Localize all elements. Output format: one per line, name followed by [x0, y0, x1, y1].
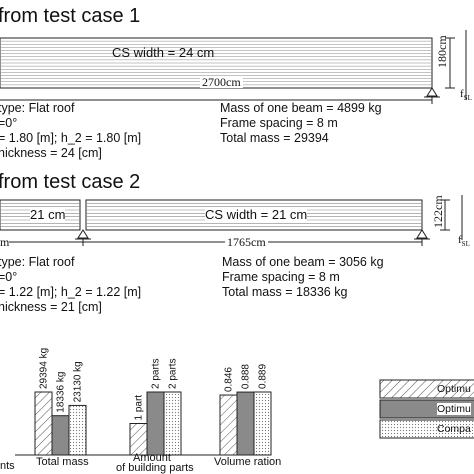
value-label-3-amount-of-building-parts: 2 parts: [168, 358, 179, 389]
case1-total-mass: Total mass = 29394: [220, 131, 329, 145]
case2-beam-mass: Mass of one beam = 3056 kg: [222, 255, 384, 269]
value-label-1-amount-of-building-parts: 1 part: [134, 395, 145, 421]
case1-alpha: =0°: [0, 116, 18, 130]
case2-heights: = 1.22 [m]; h_2 = 1.22 [m]: [0, 285, 142, 299]
value-label-3-volume-ration: 0.889: [258, 364, 269, 389]
case1-title: from test case 1: [0, 5, 141, 27]
case1-thickness: hickness = 24 [cm]: [0, 146, 102, 160]
chart-left-axis-label: nts: [0, 460, 15, 472]
case2-span-label: 1765cm: [225, 235, 268, 249]
bar-1-total-mass: [34, 391, 53, 456]
value-label-2-total-mass: 18336 kg: [56, 372, 67, 413]
value-label-1-volume-ration: 0.846: [224, 367, 235, 392]
legend-swatch-dots: [379, 419, 474, 439]
case1-cs-width: CS width = 24 cm: [112, 45, 215, 60]
legend-label-2: Optimu: [437, 403, 471, 415]
bar-chart: 29394 kg 18336 kg 23130 kg 1 part 2 parts 2 p…: [15, 348, 272, 456]
bar-3-amount-of-building-parts: [163, 391, 182, 456]
case1-span-dimension: [0, 96, 433, 104]
category-label-total-mass: Total mass: [36, 456, 89, 468]
legend-label-3: Compa: [437, 423, 471, 435]
case2-span-dimension: [0, 238, 423, 246]
case2-thickness: hickness = 21 [cm]: [0, 300, 102, 314]
case2-alpha: =0°: [0, 270, 18, 284]
case2-total-mass: Total mass = 18336 kg: [222, 285, 348, 299]
bar-2-volume-ration: [236, 391, 255, 456]
case1-support: [424, 87, 440, 98]
legend-label-1: Optimu: [437, 383, 471, 395]
case2-title: from test case 2: [0, 171, 141, 193]
value-label-3-total-mass: 23130 kg: [73, 361, 84, 402]
case2-support-middle: [75, 229, 91, 240]
bar-1-amount-of-building-parts: [129, 423, 148, 456]
case2-fsl-label: fSL: [458, 234, 470, 249]
case2-height-dimension: [440, 199, 450, 231]
case2-left-width: 21 cm: [30, 207, 66, 222]
case2-support-right: [414, 229, 430, 240]
bar-1-volume-ration: [219, 394, 238, 456]
case2-cs-width: CS width = 21 cm: [205, 207, 308, 222]
case1-roof-type: type: Flat roof: [0, 101, 75, 115]
case1-frame-spacing: Frame spacing = 8 m: [220, 116, 338, 130]
case1-fsl-label: fSL: [460, 88, 472, 103]
legend-swatch-hatch: [379, 379, 474, 399]
case2-frame-spacing: Frame spacing = 8 m: [222, 270, 340, 284]
category-label-volume-ration: Volume ration: [214, 456, 282, 468]
case1-beam-mass: Mass of one beam = 4899 kg: [220, 101, 382, 115]
bar-2-amount-of-building-parts: [146, 391, 165, 456]
bar-2-total-mass: [51, 415, 70, 456]
case1-span-label: 2700cm: [200, 75, 243, 89]
case1-height-dimension: [445, 37, 455, 89]
category-label-amount-line1: Amount: [133, 452, 171, 464]
value-label-2-volume-ration: 0.888: [241, 364, 252, 389]
bar-3-volume-ration: [253, 391, 272, 456]
case1-beam: [0, 37, 433, 89]
case1-height-label: 180cm: [435, 35, 449, 68]
case2-span-left-label: m: [0, 235, 10, 249]
case2-height-label: 122cm: [431, 195, 445, 228]
bar-3-total-mass: [68, 404, 87, 456]
case1-heights: = 1.80 [m]; h_2 = 1.80 [m]: [0, 131, 142, 145]
value-label-2-amount-of-building-parts: 2 parts: [151, 358, 162, 389]
case2-roof-type: type: Flat roof: [0, 255, 75, 269]
category-label-amount-line2: of building parts: [116, 462, 194, 474]
value-label-1-total-mass: 29394 kg: [39, 348, 50, 389]
